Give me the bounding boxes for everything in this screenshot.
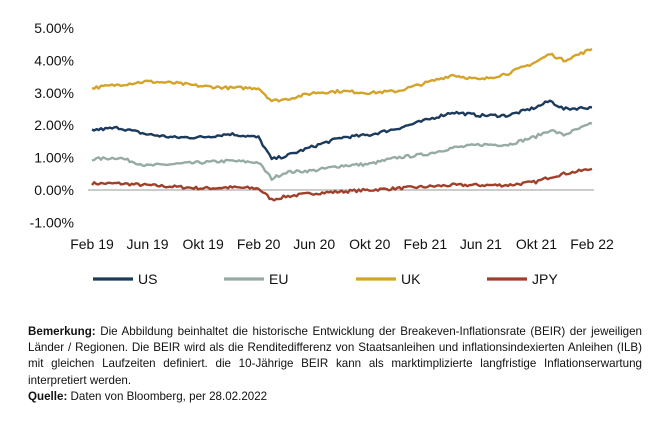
x-tick-label: Feb 22 xyxy=(570,236,614,252)
legend: US EU UK JPY xyxy=(93,271,558,287)
x-tick-label: Okt 20 xyxy=(349,236,390,252)
y-axis-tick-labels: 5.00% 4.00% 3.00% 2.00% 1.00% 0.00% -1.00% xyxy=(30,20,74,230)
series-line-jpy xyxy=(91,167,593,202)
series-line-eu xyxy=(91,121,593,182)
x-tick-label: Feb 19 xyxy=(70,236,114,252)
source-text: Daten von Bloomberg, per 28.02.2022 xyxy=(70,389,268,403)
y-tick-label: -1.00% xyxy=(30,214,74,230)
x-tick-label: Jun 19 xyxy=(127,236,169,252)
remark-label: Bemerkung: xyxy=(28,325,96,338)
y-tick-label: 0.00% xyxy=(34,182,74,198)
x-tick-label: Feb 20 xyxy=(237,236,281,252)
remark-paragraph: Bemerkung: Die Abbildung beinhaltet die … xyxy=(28,324,642,389)
series-line-uk xyxy=(91,48,593,103)
y-tick-label: 3.00% xyxy=(34,85,74,101)
y-tick-label: 4.00% xyxy=(34,52,74,68)
breakeven-inflation-chart: 5.00% 4.00% 3.00% 2.00% 1.00% 0.00% -1.00% Feb… xyxy=(30,20,614,287)
legend-label-uk: UK xyxy=(401,271,421,287)
x-tick-label: Feb 21 xyxy=(404,236,448,252)
chart-note: Bemerkung: Die Abbildung beinhaltet die … xyxy=(28,324,642,405)
x-tick-label: Jun 21 xyxy=(460,236,502,252)
x-tick-label: Okt 21 xyxy=(516,236,557,252)
y-tick-label: 2.00% xyxy=(34,117,74,133)
legend-label-eu: EU xyxy=(269,271,288,287)
legend-label-jpy: JPY xyxy=(532,271,558,287)
x-axis-tick-labels: Feb 19 Jun 19 Okt 19 Feb 20 Jun 20 Okt 20 Feb … xyxy=(70,236,614,252)
source-label: Quelle: xyxy=(28,389,68,403)
remark-text: Die Abbildung beinhaltet die historische… xyxy=(28,325,642,387)
series-line-us xyxy=(91,99,593,161)
series-lines xyxy=(91,48,593,202)
source-paragraph: Quelle: Daten von Bloomberg, per 28.02.2… xyxy=(28,389,642,405)
x-tick-label: Jun 20 xyxy=(293,236,335,252)
y-tick-label: 1.00% xyxy=(34,150,74,166)
legend-label-us: US xyxy=(138,271,157,287)
y-tick-label: 5.00% xyxy=(34,20,74,36)
x-tick-label: Okt 19 xyxy=(182,236,223,252)
